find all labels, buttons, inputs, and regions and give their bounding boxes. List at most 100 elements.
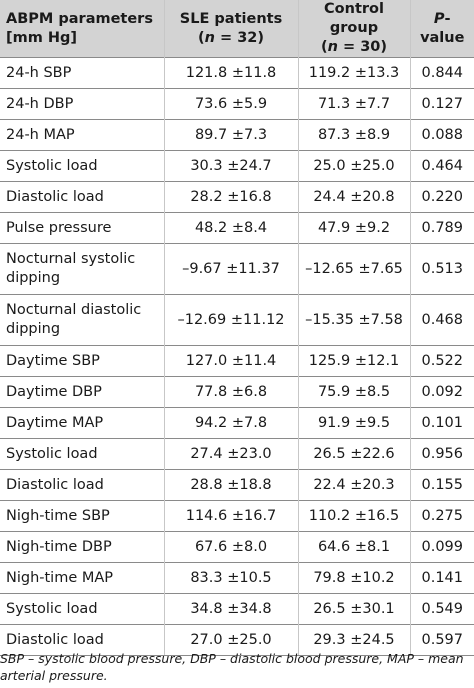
cell-sle-value: 89.7 ±7.3 <box>163 119 298 151</box>
cell-parameter: Pulse pressure <box>0 212 164 244</box>
cell-sle-value: 48.2 ±8.4 <box>163 212 298 244</box>
table-row: 24-h DBP 73.6 ±5.9 71.3 ±7.7 0.127 <box>0 88 474 120</box>
table-row: Daytime SBP 127.0 ±11.4 125.9 ±12.1 0.522 <box>0 345 474 377</box>
table-footnote: SBP – systolic blood pressure, DBP – dia… <box>0 650 474 684</box>
table-row: Pulse pressure 48.2 ±8.4 47.9 ±9.2 0.789 <box>0 212 474 244</box>
cell-sle-value: 28.8 ±18.8 <box>163 469 298 501</box>
cell-control-value: 26.5 ±22.6 <box>297 438 410 470</box>
cell-parameter: Nocturnal systolic dipping <box>0 243 164 295</box>
cell-p-value: 0.844 <box>409 57 474 89</box>
cell-p-value: 0.522 <box>409 345 474 377</box>
footnote-line1: SBP – systolic blood pressure, DBP – dia… <box>0 651 464 666</box>
cell-parameter: Diastolic load <box>0 624 164 656</box>
cell-control-value: 64.6 ±8.1 <box>297 531 410 563</box>
cell-sle-value: –9.67 ±11.37 <box>163 243 298 295</box>
cell-parameter: Diastolic load <box>0 181 164 213</box>
cell-control-value: 22.4 ±20.3 <box>297 469 410 501</box>
cell-sle-value: 34.8 ±34.8 <box>163 593 298 625</box>
cell-sle-value: 94.2 ±7.8 <box>163 407 298 439</box>
header-p-rest: -value <box>420 10 465 46</box>
cell-p-value: 0.141 <box>409 562 474 594</box>
cell-control-value: 110.2 ±16.5 <box>297 500 410 532</box>
table-row: Nigh-time DBP 67.6 ±8.0 64.6 ±8.1 0.099 <box>0 531 474 563</box>
header-p-value: P-value <box>409 0 474 58</box>
header-sle-patients-line1: SLE patients <box>179 10 283 27</box>
cell-control-value: 47.9 ±9.2 <box>297 212 410 244</box>
header-control-n-letter: n <box>327 39 338 55</box>
cell-parameter: Nigh-time MAP <box>0 562 164 594</box>
cell-p-value: 0.464 <box>409 150 474 182</box>
cell-parameter: Daytime DBP <box>0 376 164 408</box>
cell-p-value: 0.513 <box>409 243 474 295</box>
cell-p-value: 0.468 <box>409 294 474 346</box>
cell-parameter-line1: Nocturnal systolic <box>6 251 136 267</box>
table-row: Nigh-time SBP 114.6 ±16.7 110.2 ±16.5 0.275 <box>0 500 474 532</box>
cell-control-value: 71.3 ±7.7 <box>297 88 410 120</box>
cell-sle-value: 28.2 ±16.8 <box>163 181 298 213</box>
cell-p-value: 0.549 <box>409 593 474 625</box>
table-row: Daytime MAP 94.2 ±7.8 91.9 ±9.5 0.101 <box>0 407 474 439</box>
table-row: Nocturnal diastolic dipping –12.69 ±11.12–… <box>0 294 474 346</box>
header-sle-n-letter: n <box>204 29 215 46</box>
cell-p-value: 0.597 <box>409 624 474 656</box>
cell-parameter: 24-h MAP <box>0 119 164 151</box>
cell-control-value: 75.9 ±8.5 <box>297 376 410 408</box>
header-p-letter: P <box>433 10 445 27</box>
header-sle-n-open: ( <box>197 29 205 46</box>
abpm-parameters-table: ABPM parameters [mm Hg] SLE patients (n = … <box>0 0 474 656</box>
header-abpm-parameters: ABPM parameters [mm Hg] <box>0 0 164 58</box>
cell-sle-value: 27.4 ±23.0 <box>163 438 298 470</box>
table-row: Diastolic load 27.0 ±25.0 29.3 ±24.5 0.597 <box>0 624 474 656</box>
table-row: Nigh-time MAP 83.3 ±10.5 79.8 ±10.2 0.141 <box>0 562 474 594</box>
cell-parameter: Daytime SBP <box>0 345 164 377</box>
cell-p-value: 0.101 <box>409 407 474 439</box>
cell-parameter: Systolic load <box>0 150 164 182</box>
cell-parameter-line2: dipping <box>6 321 61 337</box>
cell-parameter: Systolic load <box>0 438 164 470</box>
cell-control-value: 119.2 ±13.3 <box>297 57 410 89</box>
cell-sle-value: 67.6 ±8.0 <box>163 531 298 563</box>
footnote-line2: arterial pressure. <box>0 668 108 683</box>
table-row: Daytime DBP 77.8 ±6.8 75.9 ±8.5 0.092 <box>0 376 474 408</box>
cell-p-value: 0.956 <box>409 438 474 470</box>
cell-parameter: Systolic load <box>0 593 164 625</box>
table-row: Nocturnal systolic dipping –9.67 ±11.37 –12… <box>0 243 474 295</box>
cell-parameter: Diastolic load <box>0 469 164 501</box>
cell-p-value: 0.127 <box>409 88 474 120</box>
cell-parameter: 24-h SBP <box>0 57 164 89</box>
cell-p-value: 0.220 <box>409 181 474 213</box>
cell-sle-value: 127.0 ±11.4 <box>163 345 298 377</box>
header-control-n-open: ( <box>320 39 328 55</box>
cell-p-value: 0.789 <box>409 212 474 244</box>
cell-sle-value: 114.6 ±16.7 <box>163 500 298 532</box>
cell-parameter: Nigh-time DBP <box>0 531 164 563</box>
cell-p-value: 0.088 <box>409 119 474 151</box>
table-row: 24-h MAP 89.7 ±7.3 87.3 ±8.9 0.088 <box>0 119 474 151</box>
cell-control-value: 79.8 ±10.2 <box>297 562 410 594</box>
header-control-group: Control group (n = 30) <box>297 0 410 58</box>
table-row: 24-h SBP 121.8 ±11.8 119.2 ±13.3 0.844 <box>0 57 474 89</box>
table-row: Systolic load 34.8 ±34.8 26.5 ±30.1 0.549 <box>0 593 474 625</box>
cell-sle-value: –12.69 ±11.12 <box>163 294 298 346</box>
cell-parameter: Nigh-time SBP <box>0 500 164 532</box>
cell-control-value: 24.4 ±20.8 <box>297 181 410 213</box>
cell-sle-value: 77.8 ±6.8 <box>163 376 298 408</box>
cell-p-value: 0.099 <box>409 531 474 563</box>
table-row: Systolic load 30.3 ±24.7 25.0 ±25.0 0.464 <box>0 150 474 182</box>
header-abpm-parameters-line2: [mm Hg] <box>6 29 78 46</box>
cell-parameter-line2: dipping <box>6 270 61 286</box>
cell-control-value: 25.0 ±25.0 <box>297 150 410 182</box>
header-sle-n-value: = 32) <box>214 29 265 46</box>
cell-control-value: 91.9 ±9.5 <box>297 407 410 439</box>
cell-sle-value: 83.3 ±10.5 <box>163 562 298 594</box>
header-sle-patients: SLE patients (n = 32) <box>163 0 298 58</box>
header-control-n-value: = 30) <box>337 39 388 55</box>
cell-control-value: 29.3 ±24.5 <box>297 624 410 656</box>
cell-p-value: 0.155 <box>409 469 474 501</box>
cell-parameter: 24-h DBP <box>0 88 164 120</box>
table-row: Systolic load 27.4 ±23.0 26.5 ±22.6 0.956 <box>0 438 474 470</box>
table-row: Diastolic load 28.2 ±16.8 24.4 ±20.8 0.220 <box>0 181 474 213</box>
cell-parameter: Daytime MAP <box>0 407 164 439</box>
cell-sle-value: 30.3 ±24.7 <box>163 150 298 182</box>
header-control-group-line1: Control group <box>324 1 384 36</box>
